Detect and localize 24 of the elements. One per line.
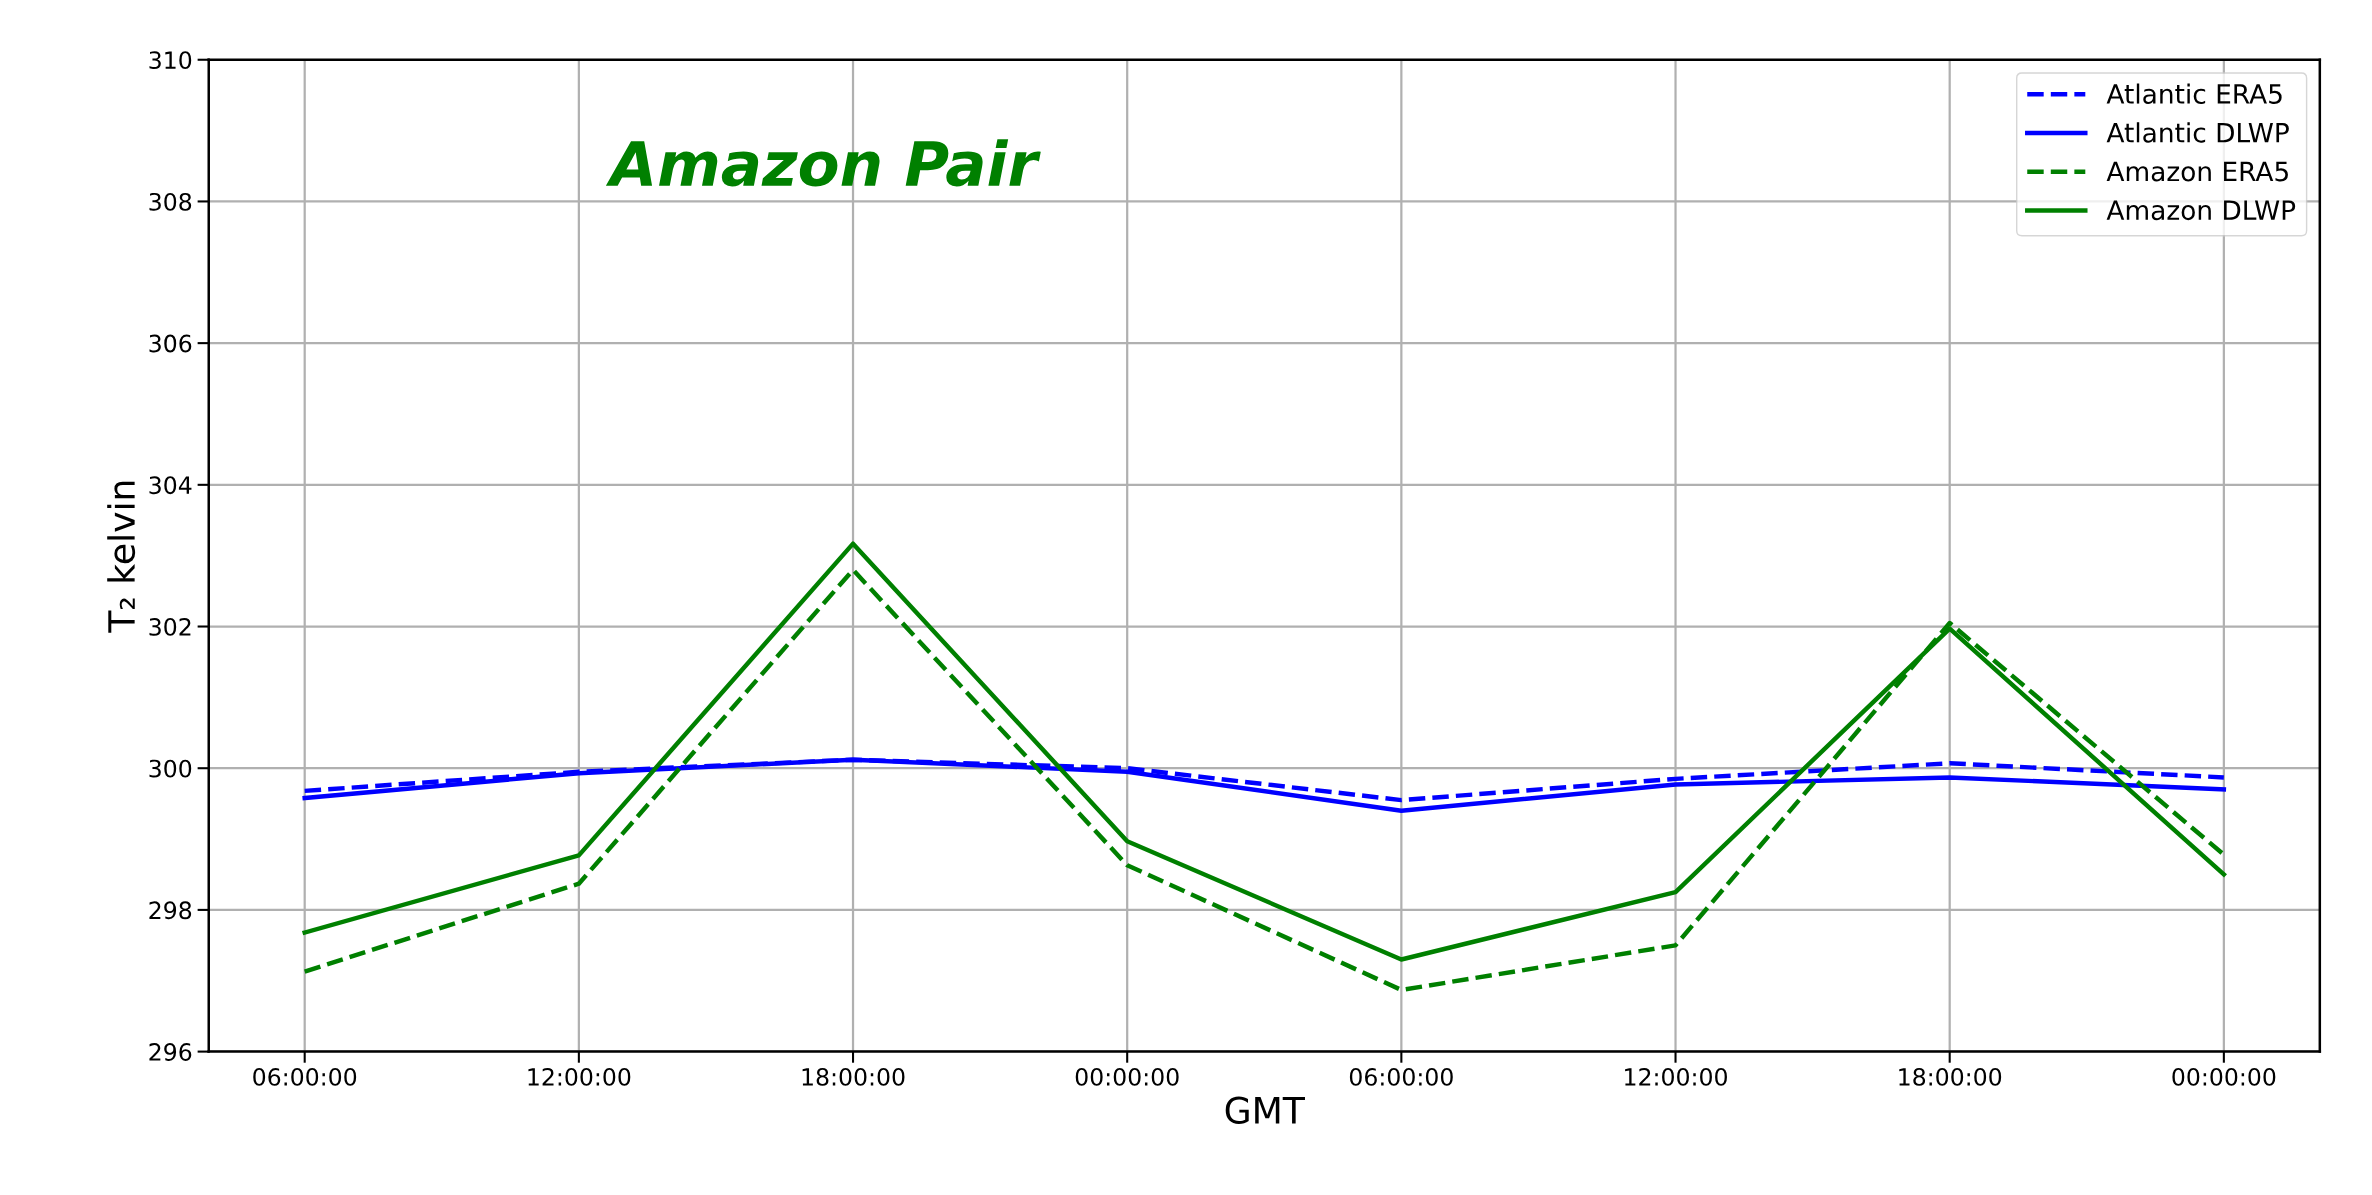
legend-label: Amazon DLWP	[2106, 200, 2296, 221]
x-tick-label: 18:00:00	[802, 1067, 905, 1086]
legend-label: Atlantic ERA5	[2106, 83, 2282, 104]
y-axis-title: T₂ kelvin	[107, 481, 136, 633]
x-axis-title: GMT	[1225, 1096, 1305, 1124]
line-series	[302, 757, 2227, 813]
y-tick-label: 300	[149, 759, 192, 778]
y-tick-label: 306	[149, 334, 192, 353]
x-tick-label: 06:00:00	[1349, 1067, 1453, 1086]
x-tick-label: 00:00:00	[1075, 1067, 1179, 1086]
y-tick-label: 302	[149, 617, 191, 636]
text: Amazon Pair	[605, 139, 1041, 187]
legend-label: Atlantic DLWP	[2106, 122, 2289, 143]
x-tick-label: 00:00:00	[2172, 1067, 2276, 1086]
y-tick-label: 308	[149, 192, 192, 211]
y-tick-label: 296	[149, 1043, 192, 1061]
legend-label: Amazon ERA5	[2106, 161, 2288, 182]
x-tick-label: 06:00:00	[253, 1067, 357, 1086]
y-tick-label: 310	[149, 51, 192, 70]
y-tick-label: 298	[149, 901, 192, 920]
x-tick-label: 12:00:00	[1625, 1067, 1727, 1086]
x-tick-label: 12:00:00	[528, 1067, 631, 1086]
x-tick-label: 18:00:00	[1899, 1067, 2002, 1086]
y-tick-label: 304	[149, 476, 192, 495]
